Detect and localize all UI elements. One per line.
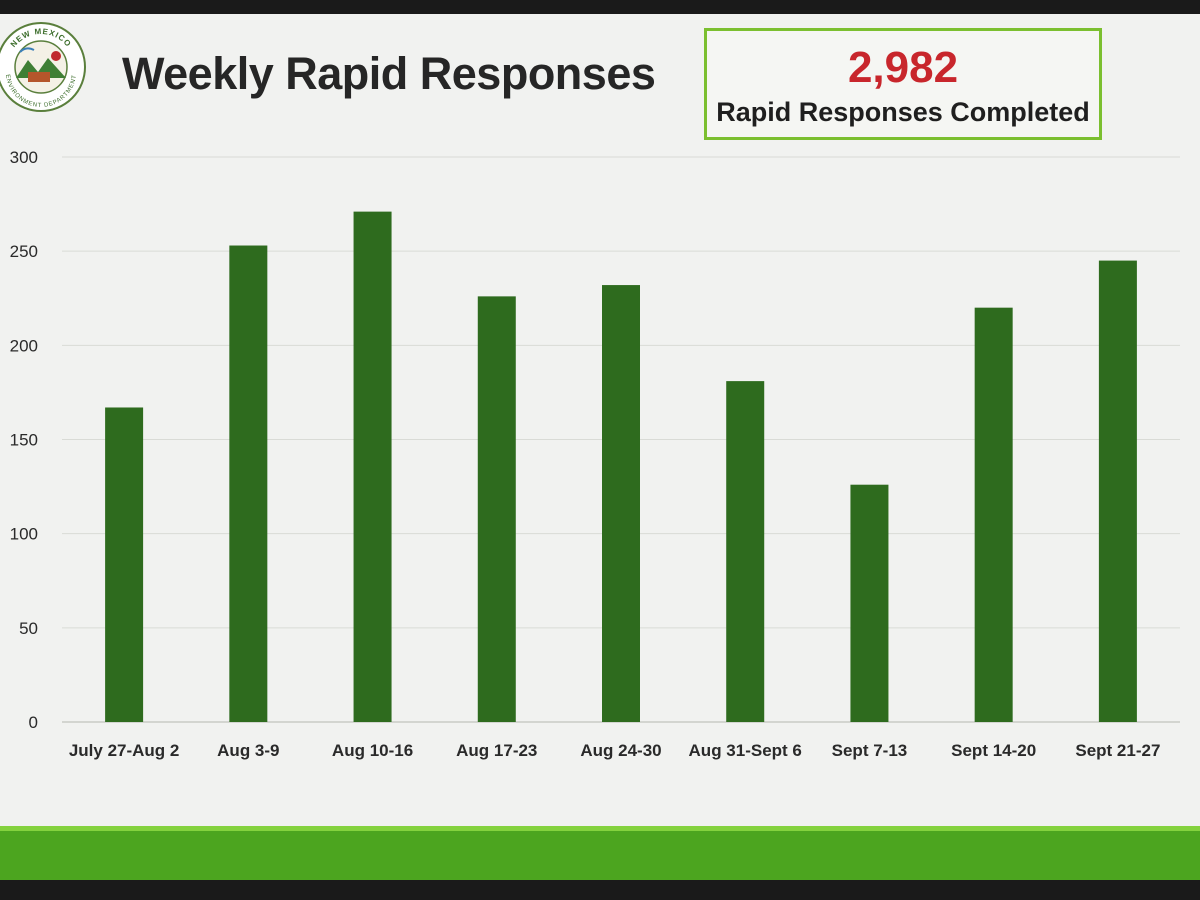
y-tick-label: 0 [29,713,38,732]
y-tick-label: 50 [19,619,38,638]
bar [726,381,765,722]
x-tick-label: Sept 14-20 [951,741,1036,760]
kpi-value: 2,982 [847,43,959,92]
y-tick-label: 200 [10,336,38,355]
bar [974,307,1013,722]
bar [602,285,640,722]
bar [229,245,268,722]
nm-environment-department-logo: NEW MEXICO ENVIRONMENT DEPARTMENT [0,20,88,114]
bar [850,484,889,722]
bar [1098,260,1137,722]
x-tick-label: Aug 17-23 [456,741,537,760]
x-tick-label: Aug 24-30 [580,741,661,760]
y-tick-label: 150 [10,431,38,450]
x-tick-label: Aug 10-16 [332,741,413,760]
bar [105,407,144,722]
x-tick-label: Sept 21-27 [1075,741,1160,760]
x-tick-label: July 27-Aug 2 [69,741,180,760]
bar [353,211,392,722]
kpi-label: Rapid Responses Completed [716,97,1090,127]
bar-chart: 0 50 100 150 200 250 300 July 27-Aug 2 Aug 3-9 Au… [10,148,1180,760]
slide: NEW MEXICO ENVIRONMENT DEPARTMENT Weekly… [0,14,1200,880]
y-tick-label: 250 [10,242,38,261]
x-tick-label: Sept 7-13 [832,741,908,760]
slide-title: Weekly Rapid Responses [122,48,656,99]
y-tick-label: 100 [10,525,38,544]
bar [477,296,516,722]
x-tick-label: Aug 31-Sept 6 [689,741,802,760]
footer-bar [0,826,1200,880]
y-tick-label: 300 [10,148,38,167]
kpi-card: 2,982 Rapid Responses Completed [704,28,1102,140]
x-tick-label: Aug 3-9 [217,741,279,760]
